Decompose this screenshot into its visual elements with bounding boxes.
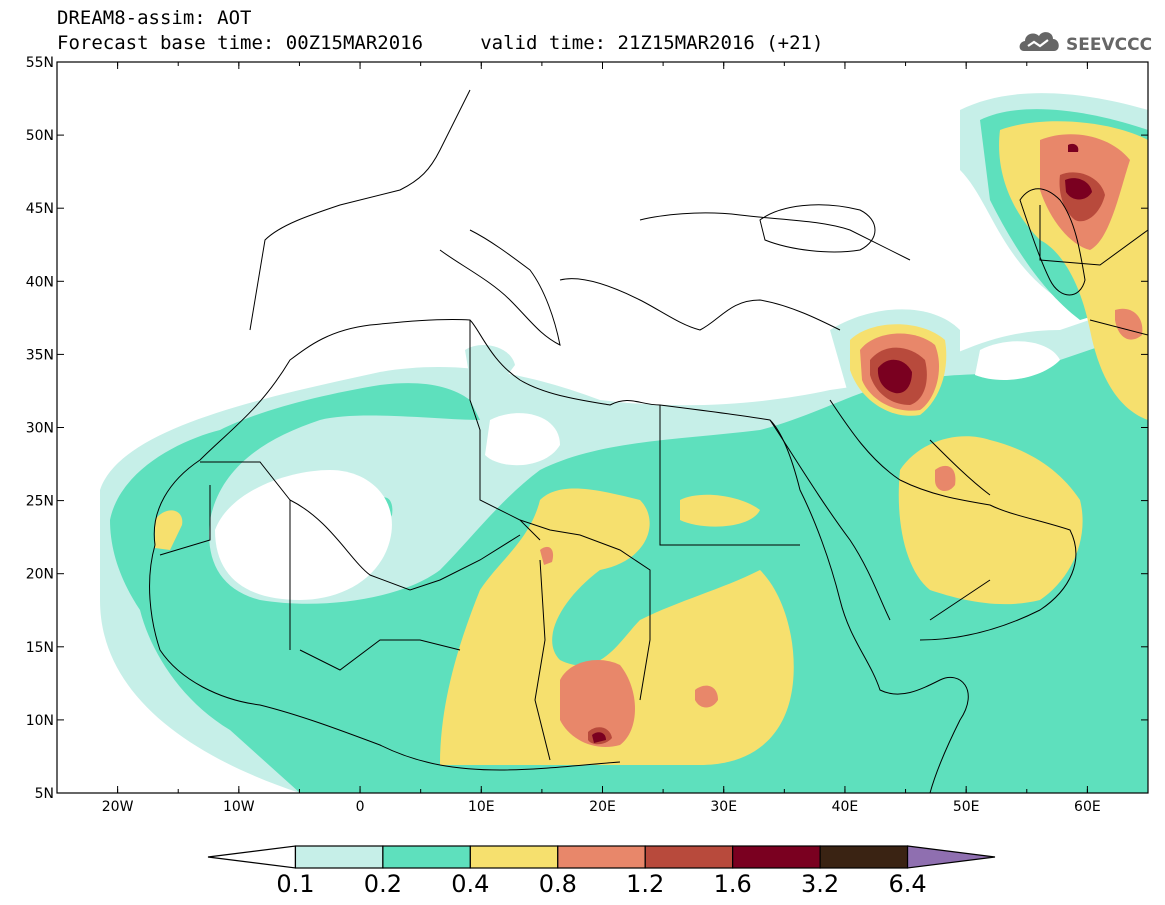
- x-tick-label: 10E: [468, 799, 495, 815]
- y-tick-label: 45N: [26, 201, 54, 217]
- axis-ticks: 20W 10W 0 10E 20E 30E 40E 50E 60E 55N 50N 45N 40N 35N…: [26, 55, 1149, 815]
- colorbar-label: 0.2: [364, 870, 402, 898]
- colorbar-label: 3.2: [801, 870, 839, 898]
- aot-level-1.6: [592, 143, 1092, 743]
- colorbar-upper-extend: [906, 845, 996, 869]
- y-tick-label: 20N: [26, 567, 54, 583]
- colorbar-label: 1.2: [626, 870, 664, 898]
- colorbar-label: 1.6: [714, 870, 752, 898]
- colorbar-segment: [644, 845, 734, 869]
- aot-clear-regions: [215, 341, 1060, 600]
- y-tick-label: 50N: [26, 128, 54, 144]
- x-tick-label: 20E: [589, 799, 616, 815]
- x-tick-label: 10W: [223, 799, 255, 815]
- cloud-logo-icon: [1019, 32, 1059, 51]
- logo-text: SEEVCCC: [1066, 35, 1152, 55]
- x-tick-label: 30E: [710, 799, 737, 815]
- colorbar-segment: [382, 845, 471, 869]
- x-tick-label: 0: [356, 799, 365, 815]
- forecast-time-line: Forecast base time: 00Z15MAR2016 valid t…: [57, 32, 824, 54]
- y-tick-label: 10N: [26, 713, 54, 729]
- colorbar-segment: [469, 845, 559, 869]
- y-tick-label: 15N: [26, 640, 54, 656]
- y-tick-label: 35N: [26, 347, 54, 363]
- aot-fields: [100, 93, 1148, 793]
- colorbar-label: 0.8: [539, 870, 577, 898]
- y-tick-label: 5N: [35, 786, 54, 802]
- colorbar-segment: [294, 845, 384, 869]
- colorbar-lower-extend: [207, 845, 297, 869]
- colorbar-segment: [819, 845, 909, 869]
- seevccc-logo: SEEVCCC: [1019, 32, 1152, 55]
- colorbar-segment: [557, 845, 646, 869]
- y-tick-label: 55N: [26, 55, 54, 71]
- y-tick-label: 25N: [26, 494, 54, 510]
- figure-title: DREAM8-assim: AOT: [57, 7, 252, 29]
- colorbar: 0.1 0.2 0.4 0.8 1.2 1.6 3.2 6.4: [207, 845, 996, 898]
- colorbar-label: 6.4: [888, 870, 926, 898]
- x-tick-label: 60E: [1074, 799, 1101, 815]
- coastlines-borders: [149, 89, 1148, 793]
- y-tick-label: 30N: [26, 421, 54, 437]
- colorbar-segment: [732, 845, 821, 869]
- colorbar-label: 0.1: [276, 870, 314, 898]
- x-tick-label: 50E: [953, 799, 980, 815]
- colorbar-label: 0.4: [451, 870, 489, 898]
- y-tick-label: 40N: [26, 274, 54, 290]
- x-tick-label: 20W: [102, 799, 134, 815]
- x-tick-label: 40E: [832, 799, 859, 815]
